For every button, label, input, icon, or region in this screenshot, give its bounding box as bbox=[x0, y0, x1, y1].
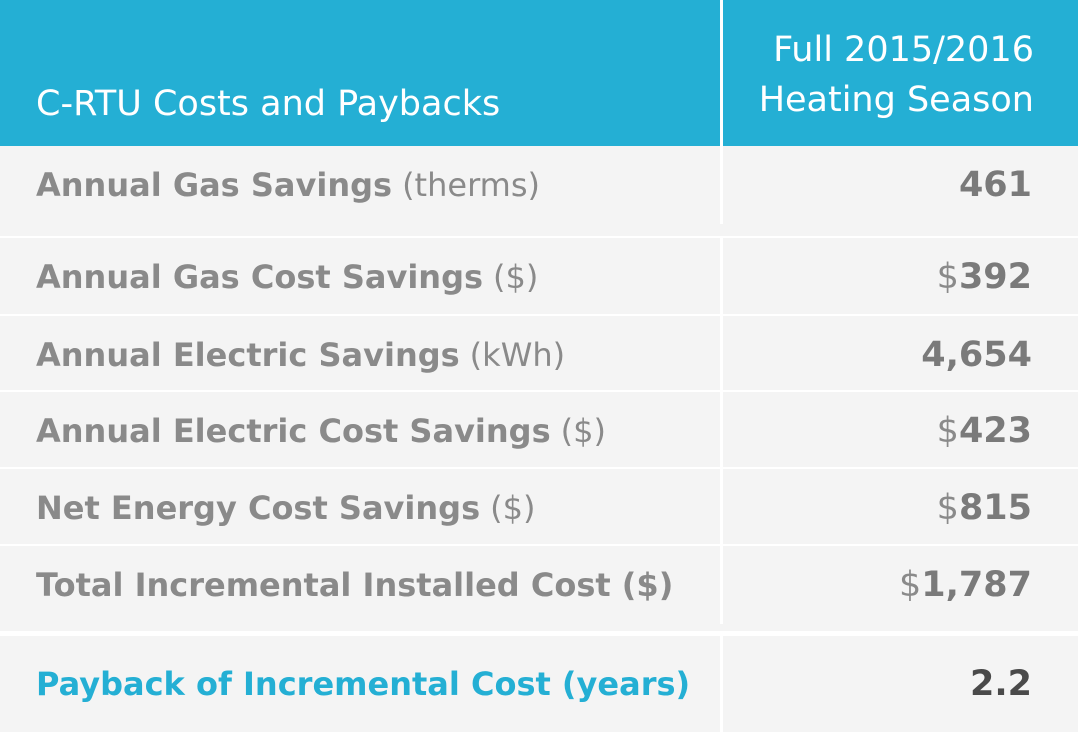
row-value-number: 392 bbox=[958, 257, 1032, 297]
header-column-line1: Full 2015/2016 bbox=[773, 30, 1034, 70]
row-value-number: 815 bbox=[958, 488, 1032, 528]
header-title: C-RTU Costs and Paybacks bbox=[36, 84, 501, 124]
row-value: 4,654 bbox=[723, 316, 1078, 394]
row-label-unit: ($) bbox=[560, 412, 606, 450]
row-value-currency: $ bbox=[936, 488, 959, 528]
row-label-text: Annual Electric Savings bbox=[36, 336, 460, 374]
row-value-number: 4,654 bbox=[921, 335, 1032, 375]
column-divider bbox=[720, 636, 723, 732]
payback-value: 2.2 bbox=[723, 636, 1078, 732]
payback-label-text: Payback of Incremental Cost (years) bbox=[36, 665, 691, 703]
column-divider bbox=[720, 238, 723, 316]
row-divider bbox=[0, 544, 1078, 546]
row-label-unit: (therms) bbox=[402, 166, 540, 204]
payback-value-number: 2.2 bbox=[969, 664, 1032, 704]
row-value: $ 1,787 bbox=[723, 546, 1078, 624]
table-row: Annual Electric Cost Savings ($) $ 423 bbox=[0, 392, 1078, 470]
table-row: Total Incremental Installed Cost ($) $ 1… bbox=[0, 546, 1078, 624]
row-value-number: 1,787 bbox=[921, 565, 1032, 605]
row-label-unit: ($) bbox=[490, 489, 536, 527]
table-row: Net Energy Cost Savings ($) $ 815 bbox=[0, 469, 1078, 547]
row-divider bbox=[0, 314, 1078, 316]
row-label-text: Net Energy Cost Savings bbox=[36, 489, 481, 527]
table-row: Annual Gas Cost Savings ($) $ 392 bbox=[0, 238, 1078, 316]
table-header: C-RTU Costs and Paybacks Full 2015/2016 … bbox=[0, 0, 1078, 146]
column-divider bbox=[720, 316, 723, 394]
table-row: Annual Electric Savings (kWh) 4,654 bbox=[0, 316, 1078, 394]
row-label: Annual Electric Savings (kWh) bbox=[0, 316, 720, 394]
row-label: Annual Gas Savings (therms) bbox=[0, 146, 720, 224]
row-value: $ 392 bbox=[723, 238, 1078, 316]
row-value-currency: $ bbox=[936, 411, 959, 451]
row-label-text: Annual Electric Cost Savings bbox=[36, 412, 551, 450]
row-label: Net Energy Cost Savings ($) bbox=[0, 469, 720, 547]
row-label: Total Incremental Installed Cost ($) bbox=[0, 546, 720, 624]
row-value-currency: $ bbox=[936, 257, 959, 297]
row-divider bbox=[0, 236, 1078, 238]
row-label-text: Annual Gas Cost Savings bbox=[36, 258, 484, 296]
section-divider bbox=[0, 631, 1078, 636]
row-label-text: Annual Gas Savings bbox=[36, 166, 393, 204]
row-value-number: 461 bbox=[958, 165, 1032, 205]
row-value: 461 bbox=[723, 146, 1078, 224]
row-label-unit: (kWh) bbox=[469, 336, 566, 374]
row-value-number: 423 bbox=[958, 411, 1032, 451]
row-label-unit: ($) bbox=[493, 258, 539, 296]
row-value: $ 423 bbox=[723, 392, 1078, 470]
row-divider bbox=[0, 390, 1078, 392]
column-divider bbox=[720, 546, 723, 624]
column-divider bbox=[720, 469, 723, 547]
row-label-text: Total Incremental Installed Cost ($) bbox=[36, 566, 674, 604]
column-divider bbox=[720, 0, 723, 146]
header-column-line2: Heating Season bbox=[758, 80, 1034, 120]
header-column-title: Full 2015/2016 Heating Season bbox=[723, 0, 1078, 146]
row-value-currency: $ bbox=[899, 565, 922, 605]
payback-label: Payback of Incremental Cost (years) bbox=[0, 636, 720, 732]
column-divider bbox=[720, 146, 723, 224]
column-divider bbox=[720, 392, 723, 470]
row-divider bbox=[0, 467, 1078, 469]
table-row: Annual Gas Savings (therms) 461 bbox=[0, 146, 1078, 224]
payback-row: Payback of Incremental Cost (years) 2.2 bbox=[0, 636, 1078, 732]
row-label: Annual Electric Cost Savings ($) bbox=[0, 392, 720, 470]
row-label: Annual Gas Cost Savings ($) bbox=[0, 238, 720, 316]
row-value: $ 815 bbox=[723, 469, 1078, 547]
